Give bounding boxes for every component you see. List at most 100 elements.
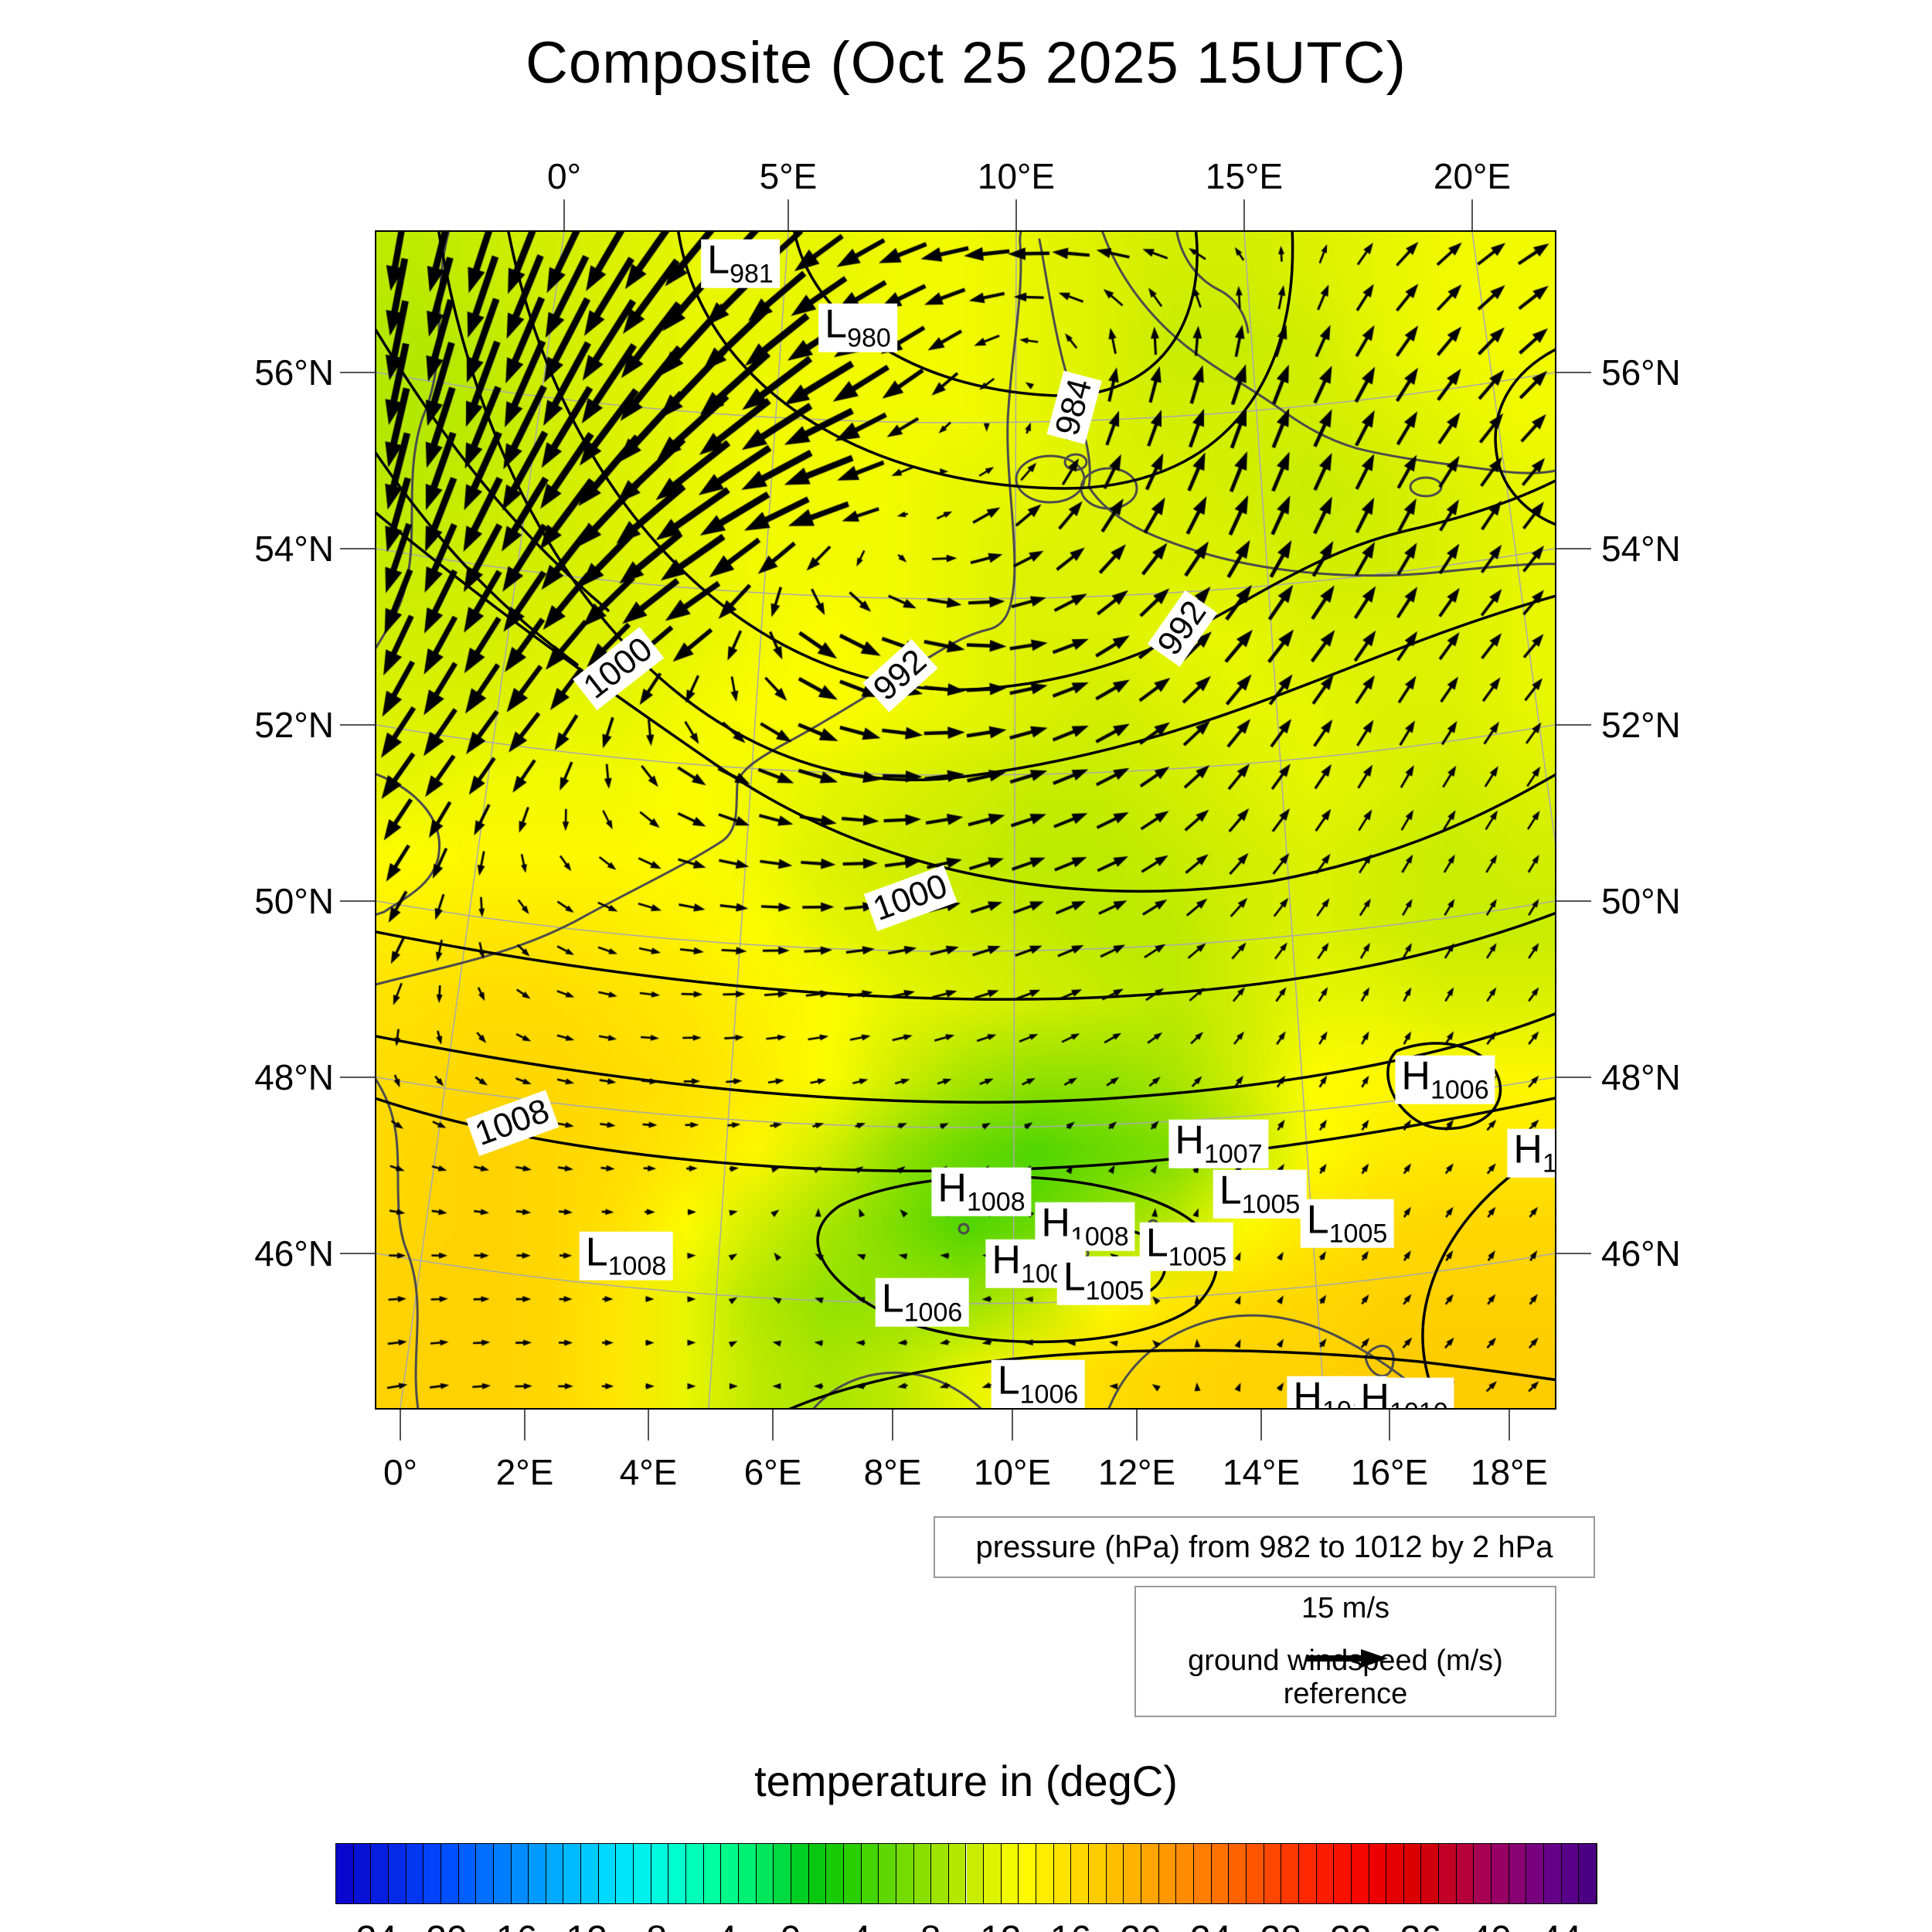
- colorbar-cell: [1281, 1844, 1299, 1903]
- colorbar-cell: [1229, 1844, 1247, 1903]
- colorbar-cell: [791, 1844, 809, 1903]
- isobar-value-label: 992: [862, 638, 938, 713]
- colorbar-cell: [581, 1844, 599, 1903]
- colorbar-tick-label: 44: [1540, 1918, 1581, 1932]
- colorbar-cell: [1369, 1844, 1387, 1903]
- bottom-axis-label: 0°: [383, 1452, 417, 1492]
- bottom-axis-label: 4°E: [619, 1452, 678, 1492]
- colorbar-cell: [931, 1844, 949, 1903]
- bottom-axis-label: 10°E: [973, 1452, 1052, 1492]
- pressure-center-label: L1005: [1056, 1256, 1151, 1304]
- colorbar-cell: [1561, 1844, 1580, 1903]
- pressure-center-label: L1005: [1213, 1169, 1307, 1218]
- pressure-center-label: H1007: [1168, 1119, 1269, 1168]
- colorbar-cell: [1019, 1844, 1037, 1903]
- axis-tick: [1509, 1408, 1510, 1440]
- pressure-legend-text: pressure (hPa) from 982 to 1012 by 2 hPa: [975, 1529, 1553, 1564]
- colorbar-cell: [634, 1844, 651, 1903]
- colorbar-tick-label: 32: [1330, 1918, 1371, 1932]
- wind-reference-arrow-icon: [1307, 1649, 1388, 1668]
- colorbar-cell: [1351, 1844, 1369, 1903]
- colorbar-cell: [703, 1844, 722, 1903]
- temperature-colorbar: [335, 1843, 1597, 1904]
- colorbar-cell: [563, 1844, 582, 1903]
- colorbar-cell: [423, 1844, 441, 1903]
- left-axis-label: 50°N: [254, 881, 334, 921]
- colorbar-cell: [948, 1844, 967, 1903]
- colorbar-cell: [546, 1844, 564, 1903]
- pressure-center-label: H1006: [1395, 1055, 1495, 1104]
- colorbar-cell: [1526, 1844, 1545, 1903]
- isobar-value-label: 1000: [863, 865, 957, 931]
- pressure-center-label: H1008: [931, 1167, 1032, 1216]
- top-axis-label: 5°E: [759, 156, 818, 196]
- axis-tick: [787, 199, 789, 232]
- colorbar-cell: [371, 1844, 389, 1903]
- axis-tick: [400, 1408, 401, 1440]
- colorbar-tick-label: 8: [920, 1918, 941, 1932]
- colorbar-cell: [879, 1844, 896, 1903]
- colorbar-cell: [808, 1844, 827, 1903]
- top-axis-label: 15°E: [1205, 156, 1284, 196]
- colorbar-cell: [1474, 1844, 1492, 1903]
- top-axis-label: 20°E: [1433, 156, 1512, 196]
- colorbar-cell: [353, 1844, 372, 1903]
- bottom-axis-label: 2°E: [495, 1452, 554, 1492]
- colorbar-cell: [774, 1844, 791, 1903]
- colorbar-cell: [1492, 1844, 1509, 1903]
- colorbar-cell: [1158, 1844, 1177, 1903]
- pressure-center-label: L1008: [579, 1231, 673, 1280]
- axis-tick: [1555, 900, 1591, 902]
- colorbar-cell: [1106, 1844, 1124, 1903]
- colorbar-cell: [1036, 1844, 1054, 1903]
- colorbar-cell: [1456, 1844, 1475, 1903]
- axis-tick: [1555, 372, 1591, 373]
- top-axis-label: 10°E: [977, 156, 1056, 196]
- axis-tick: [340, 372, 376, 373]
- bottom-axis-label: 12°E: [1097, 1452, 1176, 1492]
- colorbar-cell: [1334, 1844, 1352, 1903]
- pressure-center-label: L981: [701, 239, 780, 287]
- pressure-center-label: L1006: [991, 1359, 1085, 1408]
- colorbar-cell: [1124, 1844, 1142, 1903]
- colorbar-cell: [721, 1844, 739, 1903]
- colorbar-cell: [476, 1844, 494, 1903]
- left-axis-label: 52°N: [254, 705, 334, 745]
- axis-tick: [1555, 548, 1591, 549]
- colorbar-cell: [529, 1844, 546, 1903]
- right-axis-label: 54°N: [1601, 529, 1681, 569]
- colorbar-cell: [440, 1844, 459, 1903]
- isobar-value-label: 992: [1147, 590, 1218, 667]
- colorbar-cell: [493, 1844, 512, 1903]
- colorbar-cell: [826, 1844, 844, 1903]
- colorbar-cell: [1246, 1844, 1264, 1903]
- colorbar-title: temperature in (degC): [754, 1757, 1178, 1805]
- colorbar-tick-label: 4: [850, 1918, 871, 1932]
- left-axis-label: 46°N: [254, 1233, 334, 1274]
- axis-tick: [340, 724, 376, 726]
- colorbar-cell: [1544, 1844, 1562, 1903]
- colorbar-cell: [511, 1844, 529, 1903]
- pressure-center-label: L1005: [1300, 1199, 1394, 1247]
- pressure-center-label: L1005: [1139, 1222, 1233, 1270]
- wind-reference-box: 15 m/s ground windspeed (m/s) reference: [1134, 1586, 1556, 1717]
- colorbar-cell: [1089, 1844, 1107, 1903]
- colorbar-tick-label: 24: [1190, 1918, 1231, 1932]
- axis-tick: [1555, 724, 1591, 726]
- axis-tick: [1015, 199, 1017, 232]
- colorbar-tick-label: -8: [634, 1918, 667, 1932]
- colorbar-cell: [1001, 1844, 1019, 1903]
- colorbar-cell: [1264, 1844, 1282, 1903]
- pressure-center-label: L980: [818, 303, 897, 352]
- colorbar-cell: [1193, 1844, 1212, 1903]
- colorbar-cell: [1211, 1844, 1230, 1903]
- colorbar-cell: [739, 1844, 757, 1903]
- colorbar-cell: [616, 1844, 634, 1903]
- axis-tick: [1243, 199, 1245, 232]
- colorbar-cell: [1176, 1844, 1194, 1903]
- axis-tick: [1555, 1077, 1591, 1078]
- left-axis-label: 54°N: [254, 529, 334, 569]
- colorbar-tick-label: -12: [553, 1918, 607, 1932]
- colorbar-cell: [1053, 1844, 1072, 1903]
